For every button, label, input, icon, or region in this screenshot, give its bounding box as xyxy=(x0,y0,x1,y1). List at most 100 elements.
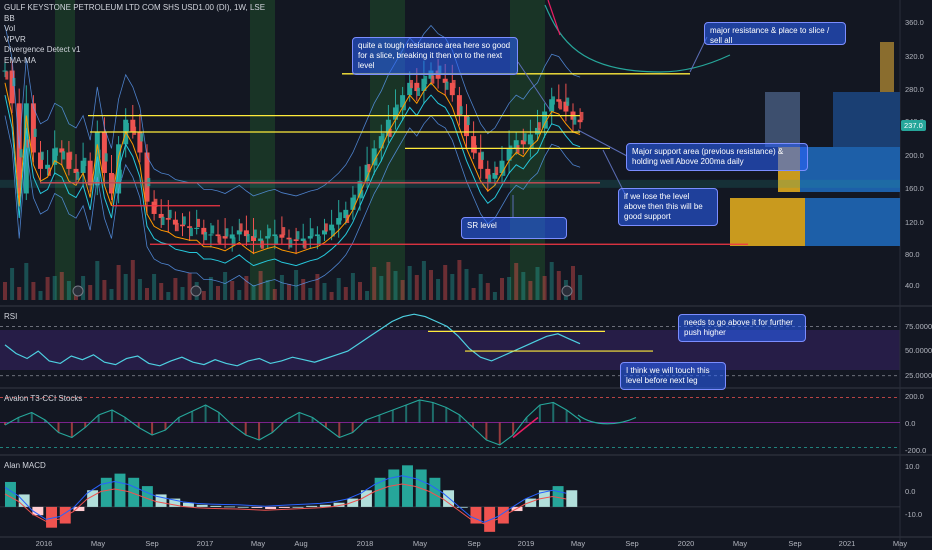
note-rsi-touch[interactable]: I think we will touch this level before … xyxy=(620,362,726,390)
rsi-pane-title[interactable]: RSI xyxy=(4,312,18,321)
candle xyxy=(573,116,577,125)
candle xyxy=(317,236,321,245)
candle xyxy=(130,119,136,133)
candle xyxy=(549,99,555,112)
macd-hist xyxy=(552,486,564,507)
candle xyxy=(509,145,513,154)
candle xyxy=(293,239,299,241)
price-axis-tick: 40.0 xyxy=(905,281,920,290)
volume-bar xyxy=(521,272,526,300)
candle xyxy=(488,174,492,183)
macd-hist xyxy=(538,490,550,507)
macd-hist xyxy=(32,506,44,516)
volume-bar xyxy=(478,274,483,300)
indicator-divergence[interactable]: Divergence Detect v1 xyxy=(4,45,81,54)
candle xyxy=(339,212,342,221)
volume-bar xyxy=(244,276,249,300)
indicator-ema-ma[interactable]: EMA-MA xyxy=(4,55,36,65)
cci-pane-title[interactable]: Avalon T3-CCI Stocks xyxy=(4,394,83,403)
candle xyxy=(424,75,428,85)
candle xyxy=(445,81,449,90)
note-resistance[interactable]: quite a tough resistance area here so go… xyxy=(352,37,518,75)
candle xyxy=(371,148,377,165)
candle xyxy=(180,224,185,227)
rsi-axis-tick: 75.0000 xyxy=(905,322,932,331)
candle xyxy=(357,181,363,198)
volume-bar xyxy=(294,270,299,300)
cci-line xyxy=(4,399,581,446)
candle xyxy=(410,79,413,89)
candle xyxy=(527,134,533,145)
macd-hist xyxy=(470,506,482,524)
note-rsi-push[interactable]: needs to go above it for further push hi… xyxy=(678,314,806,342)
note-major-resistance[interactable]: major resistance & place to slice / sell… xyxy=(704,22,846,45)
candle xyxy=(73,168,79,173)
volume-bar xyxy=(237,290,242,300)
candle xyxy=(59,148,65,153)
indicator-vol[interactable]: Vol xyxy=(4,24,16,33)
volume-bar xyxy=(230,281,235,300)
candle xyxy=(2,70,8,72)
candle xyxy=(322,230,327,235)
candle xyxy=(189,227,193,237)
candle xyxy=(62,151,66,160)
note-connector xyxy=(517,61,551,111)
note-lose-level[interactable]: if we lose the level above then this wil… xyxy=(618,188,718,226)
macd-hist xyxy=(251,506,263,508)
volume-bar xyxy=(265,280,270,300)
candle xyxy=(530,140,534,149)
volume-bar xyxy=(578,275,583,300)
candle xyxy=(556,99,562,102)
time-axis-tick: Sep xyxy=(625,539,638,548)
cci-axis-tick: 0.0 xyxy=(905,419,915,428)
candle xyxy=(513,140,519,149)
macd-hist xyxy=(443,490,455,507)
indicator-vpvr[interactable]: VPVR xyxy=(4,34,26,44)
volume-bar xyxy=(436,279,441,300)
candle xyxy=(66,152,72,169)
symbol-title[interactable]: GULF KEYSTONE PETROLEUM LTD COM SHS USD1… xyxy=(4,3,266,12)
price-axis-tick: 360.0 xyxy=(905,18,924,27)
volume-bar xyxy=(322,283,327,300)
macd-hist xyxy=(196,504,208,507)
candle xyxy=(393,107,398,120)
volume-bar xyxy=(10,268,15,300)
note-support[interactable]: Major support area (previous resistance)… xyxy=(626,143,808,171)
macd-pane-title[interactable]: Alan MACD xyxy=(4,461,46,470)
candle xyxy=(69,151,73,160)
candle xyxy=(360,190,364,199)
time-axis-tick: 2019 xyxy=(518,539,535,548)
candle xyxy=(253,229,257,238)
volume-bar xyxy=(343,287,348,300)
cci-projection xyxy=(577,414,637,425)
note-sr-level[interactable]: SR level xyxy=(461,217,567,239)
candle xyxy=(421,78,427,92)
candle xyxy=(251,236,256,241)
macd-hist xyxy=(525,498,537,507)
candle xyxy=(580,111,584,121)
macd-hist xyxy=(224,506,235,508)
macd-hist xyxy=(73,506,85,512)
macd-hist xyxy=(210,505,222,507)
candle xyxy=(481,151,484,160)
macd-hist xyxy=(46,506,58,528)
candle xyxy=(265,236,271,239)
candle xyxy=(407,82,413,96)
macd-hist xyxy=(265,506,277,509)
candle xyxy=(225,228,229,237)
candle xyxy=(144,152,150,202)
candle xyxy=(133,126,137,135)
volume-bar xyxy=(471,288,476,300)
candle xyxy=(40,151,44,160)
volume-bar xyxy=(216,286,220,300)
macd-hist xyxy=(347,498,359,507)
volume-bar xyxy=(315,274,320,300)
indicator-bb[interactable]: BB xyxy=(4,13,15,23)
candle xyxy=(464,115,469,137)
vpvr-block xyxy=(833,92,900,147)
note-connector xyxy=(577,129,628,157)
candle xyxy=(211,225,215,234)
volume-bar xyxy=(514,263,519,300)
candle xyxy=(194,227,200,229)
